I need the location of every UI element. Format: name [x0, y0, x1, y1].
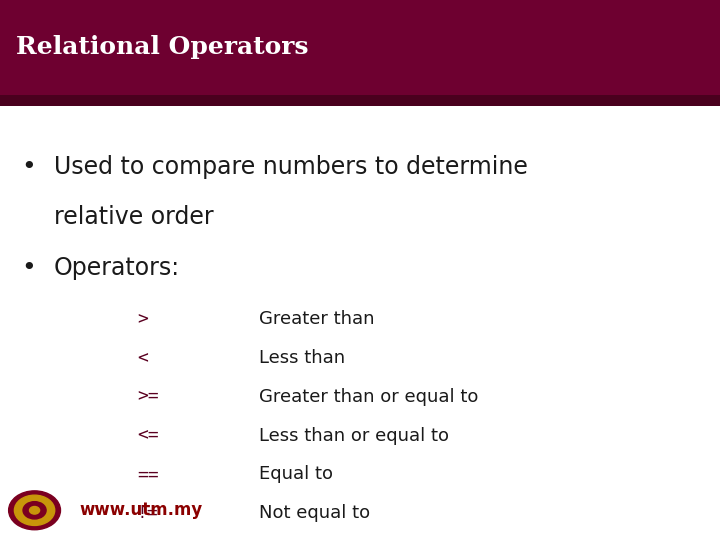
Text: Greater than: Greater than — [259, 310, 374, 328]
Text: Equal to: Equal to — [259, 465, 333, 483]
Text: Operators:: Operators: — [54, 256, 180, 280]
Circle shape — [23, 502, 46, 519]
Text: relative order: relative order — [54, 205, 214, 228]
FancyBboxPatch shape — [0, 0, 720, 94]
FancyBboxPatch shape — [0, 94, 720, 106]
Text: >: > — [137, 310, 148, 328]
Circle shape — [14, 495, 55, 525]
Text: Not equal to: Not equal to — [259, 504, 370, 522]
Text: <=: <= — [137, 427, 158, 444]
Text: !=: != — [137, 504, 158, 522]
Text: Used to compare numbers to determine: Used to compare numbers to determine — [54, 155, 528, 179]
Text: •: • — [22, 256, 36, 280]
Text: www.utm.my: www.utm.my — [79, 501, 202, 519]
Text: ==: == — [137, 465, 158, 483]
Text: <: < — [137, 349, 148, 367]
Circle shape — [30, 507, 40, 514]
Text: •: • — [22, 155, 36, 179]
Text: Greater than or equal to: Greater than or equal to — [259, 388, 479, 406]
Text: Less than: Less than — [259, 349, 346, 367]
Text: Less than or equal to: Less than or equal to — [259, 427, 449, 444]
Text: >=: >= — [137, 388, 158, 406]
Text: Relational Operators: Relational Operators — [16, 35, 308, 59]
Circle shape — [9, 491, 60, 530]
